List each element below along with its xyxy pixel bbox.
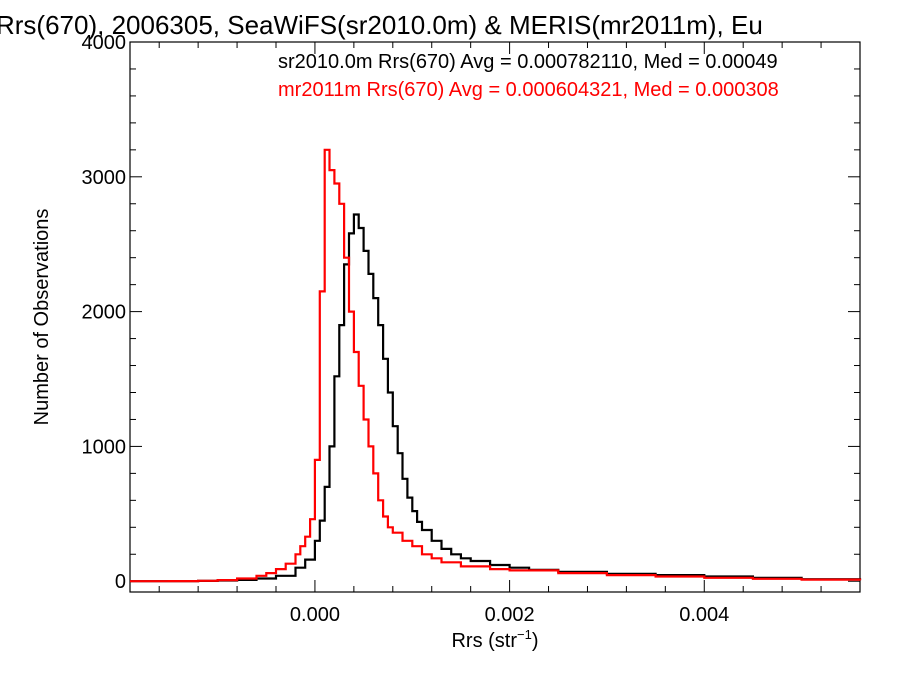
- chart-title: Rrs(670), 2006305, SeaWiFS(sr2010.0m) & …: [0, 10, 763, 40]
- histogram-series: [130, 148, 862, 583]
- x-axis-label: Rrs (str−1): [451, 627, 538, 652]
- x-tick-label: 0.004: [679, 604, 729, 626]
- annotation-red: mr2011m Rrs(670) Avg = 0.000604321, Med …: [278, 79, 779, 101]
- y-tick-label: 0: [115, 571, 126, 593]
- x-axis-label-close: ): [532, 630, 539, 652]
- y-tick-label: 4000: [82, 32, 127, 54]
- x-axis-label-main: Rrs (str: [451, 630, 517, 652]
- y-tick-label: 3000: [82, 167, 127, 189]
- y-tick-label: 2000: [82, 302, 127, 324]
- annotation-black: sr2010.0m Rrs(670) Avg = 0.000782110, Me…: [278, 51, 778, 73]
- y-axis-label: Number of Observations: [31, 209, 53, 426]
- y-tick-label: 1000: [82, 436, 127, 458]
- series-sr2010.0m: [130, 213, 862, 583]
- x-tick-label: 0.002: [485, 604, 535, 626]
- axis-ticks: 0.000 0.002 0.004 0 1000 2000 3000 4000: [82, 32, 860, 626]
- x-tick-label: 0.000: [290, 604, 340, 626]
- x-axis-label-exponent: −1: [517, 627, 532, 642]
- series-mr2011m: [130, 148, 862, 583]
- plot-frame: [129, 41, 861, 593]
